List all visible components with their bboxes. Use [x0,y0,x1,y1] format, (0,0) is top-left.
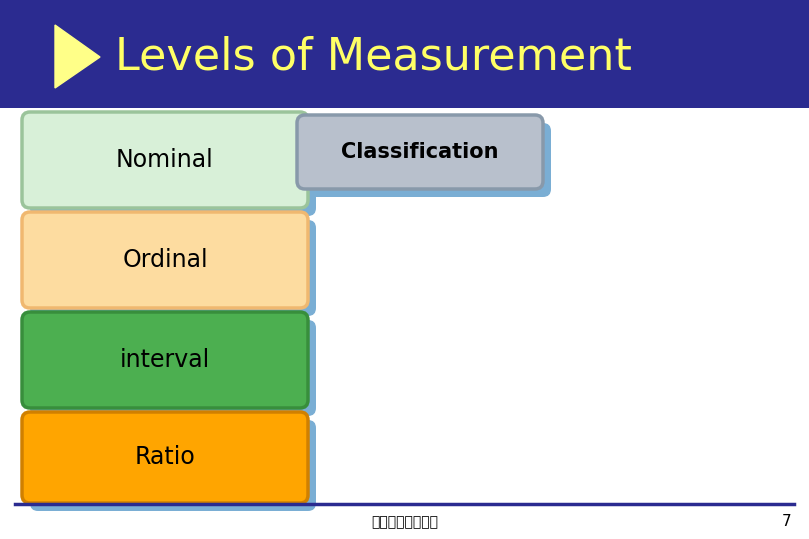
Text: Classification: Classification [341,142,499,162]
FancyBboxPatch shape [30,120,316,216]
FancyBboxPatch shape [297,115,543,189]
Text: 中央資管：范錚強: 中央資管：范錚強 [371,515,438,529]
Text: Ordinal: Ordinal [122,248,208,272]
FancyBboxPatch shape [22,312,308,408]
Text: Ratio: Ratio [134,446,196,469]
FancyBboxPatch shape [22,412,308,503]
Text: Nominal: Nominal [116,148,214,172]
Text: interval: interval [120,348,210,372]
FancyBboxPatch shape [22,212,308,308]
FancyBboxPatch shape [30,420,316,511]
Bar [0,0,809,108]
FancyBboxPatch shape [30,220,316,316]
Text: Levels of Measurement: Levels of Measurement [115,36,632,79]
FancyBboxPatch shape [22,112,308,208]
FancyBboxPatch shape [30,320,316,416]
FancyBboxPatch shape [305,123,551,197]
Polygon shape [55,25,100,88]
Text: 7: 7 [781,515,791,529]
